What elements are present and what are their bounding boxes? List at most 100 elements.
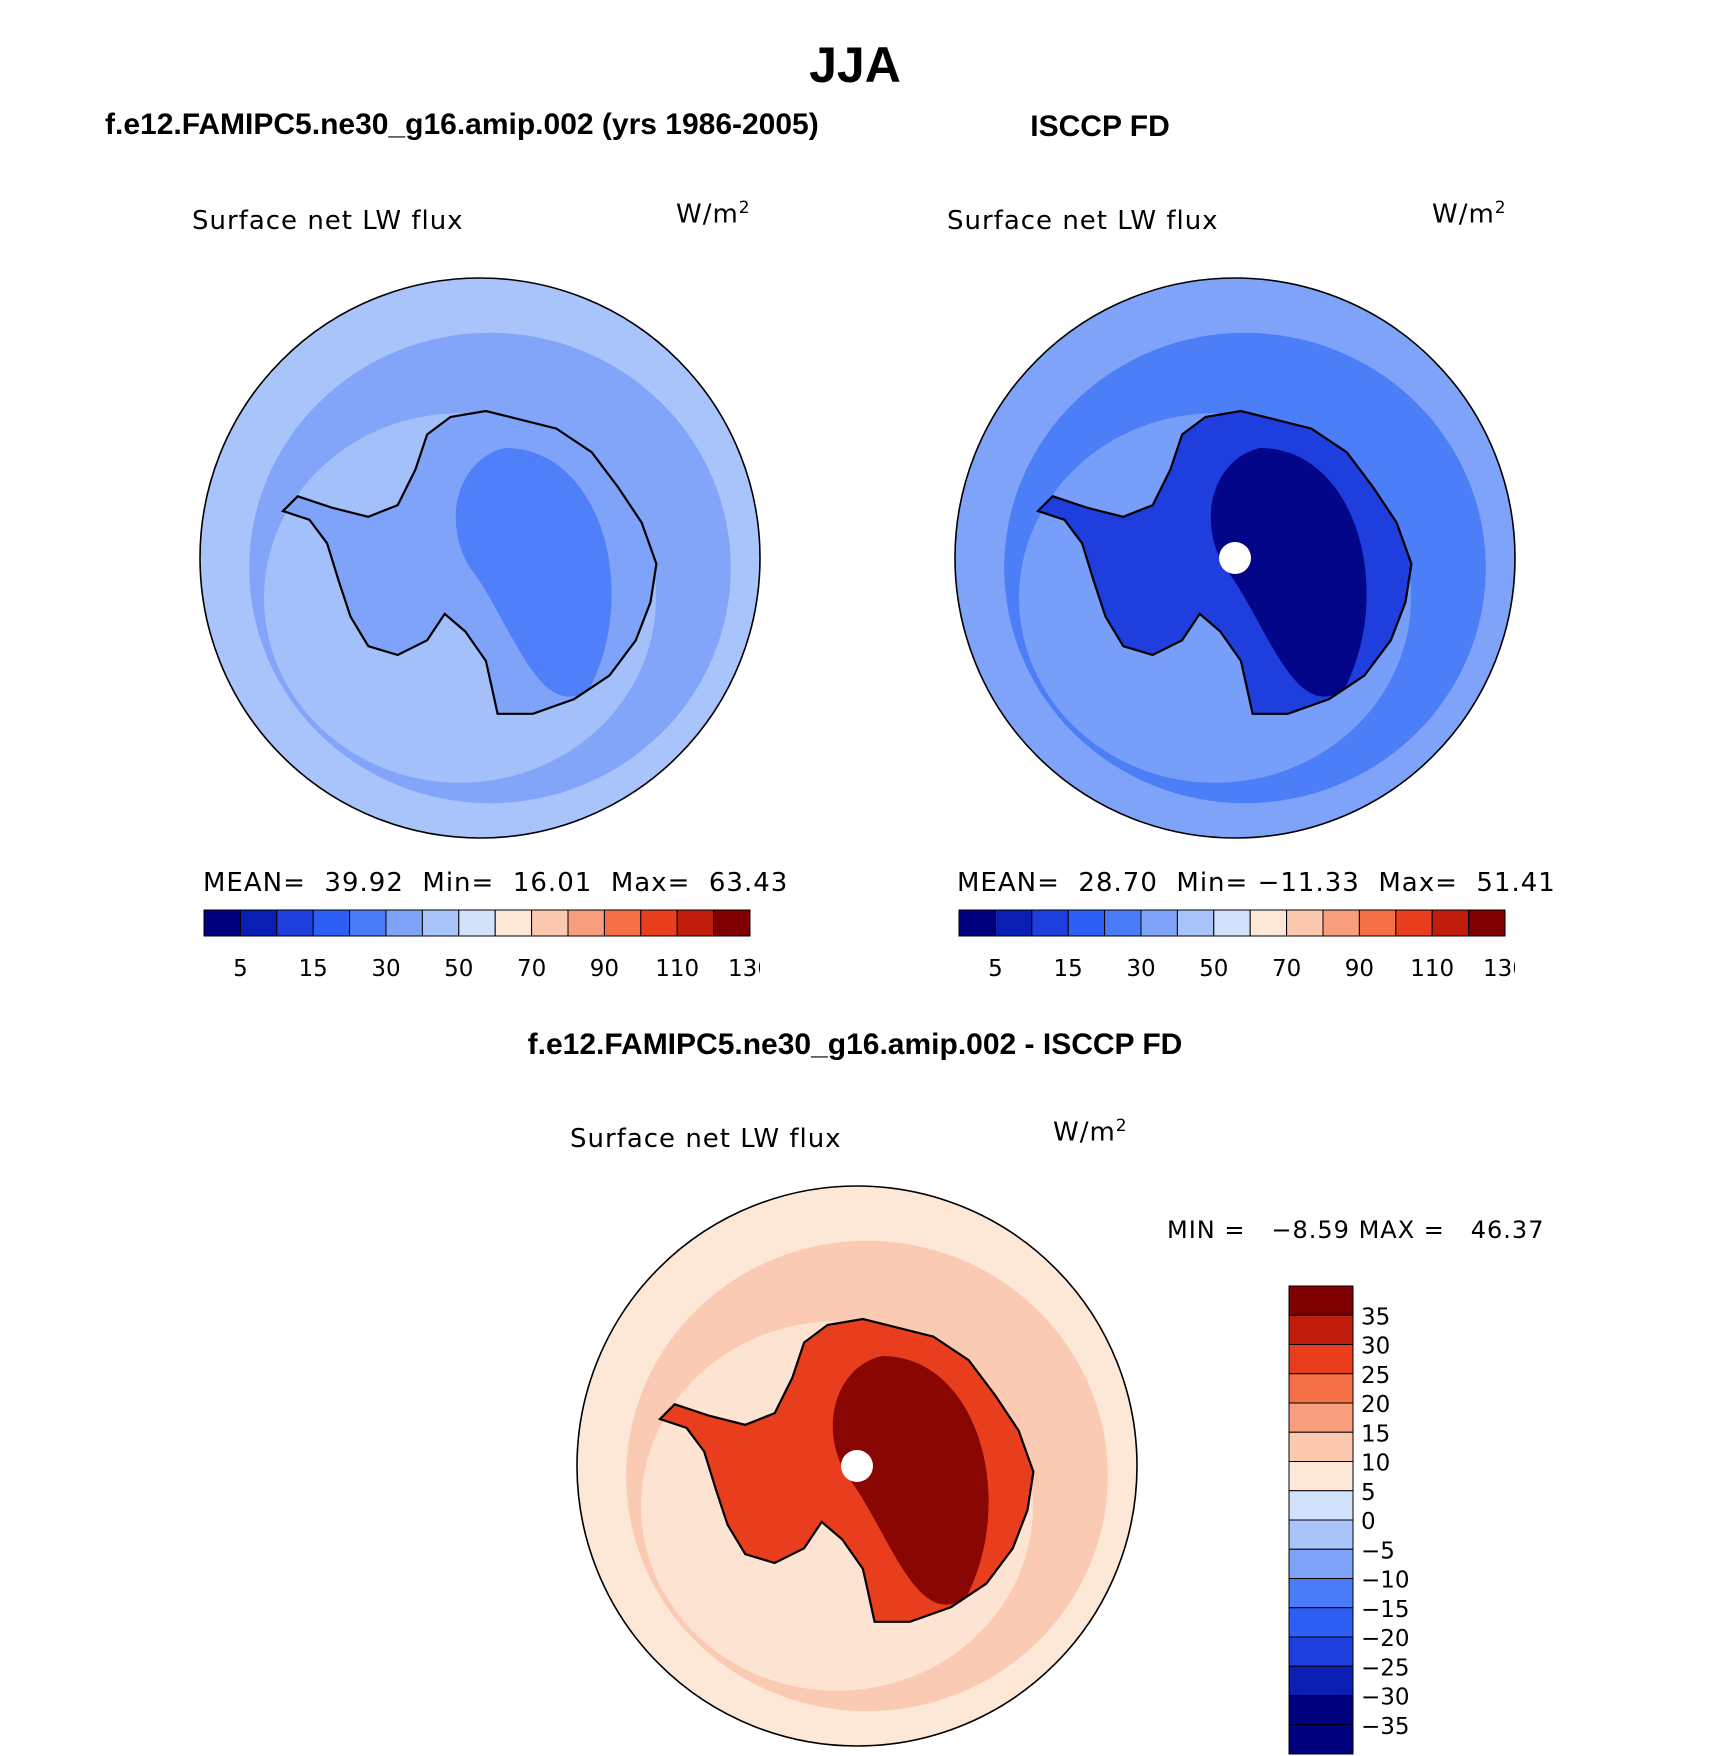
panel1-units: W/m2 bbox=[676, 198, 751, 230]
colorbar-swatch bbox=[1288, 1578, 1354, 1609]
colorbar-tick-label: 5 bbox=[1361, 1480, 1376, 1506]
colorbar-swatch bbox=[1288, 1607, 1354, 1638]
panel3-stats: MIN = −8.59 MAX = 46.37 bbox=[1167, 1216, 1544, 1244]
panel3-header: f.e12.FAMIPC5.ne30_g16.amip.002 - ISCCP … bbox=[527, 1028, 1183, 1061]
colorbar-swatch bbox=[1288, 1695, 1354, 1726]
panel1-colorbar: 5 15 30 50 70 90 110 130 bbox=[203, 909, 760, 982]
colorbar-tick-label: 130 bbox=[1483, 956, 1515, 982]
panel2-units: W/m2 bbox=[1432, 198, 1507, 230]
colorbar-swatch bbox=[1288, 1548, 1354, 1579]
map-field-core bbox=[1210, 448, 1367, 697]
colorbar-swatch bbox=[1468, 909, 1506, 937]
panel1-variable-label: Surface net LW flux bbox=[192, 206, 464, 236]
colorbar-swatch bbox=[1249, 909, 1288, 937]
panel2-header: ISCCP FD bbox=[1030, 110, 1170, 143]
panel1-map bbox=[199, 277, 761, 839]
panel1-min-label: Min= bbox=[422, 868, 495, 898]
colorbar-tick-label: 15 bbox=[1054, 956, 1083, 982]
colorbar-swatch bbox=[1104, 909, 1142, 937]
colorbar-tick-label: 25 bbox=[1361, 1363, 1390, 1389]
colorbar-swatch bbox=[1140, 909, 1178, 937]
colorbar-swatch bbox=[276, 909, 314, 937]
colorbar-tick-label: 30 bbox=[1126, 956, 1155, 982]
panel3-map bbox=[576, 1185, 1138, 1747]
panel1-mean-label: MEAN= bbox=[203, 868, 306, 898]
colorbar-swatch bbox=[531, 909, 569, 937]
coastline bbox=[280, 409, 658, 715]
colorbar-tick-label: 15 bbox=[299, 956, 328, 982]
colorbar-swatch bbox=[1288, 1636, 1354, 1667]
coastline bbox=[1035, 409, 1413, 715]
colorbar-swatch bbox=[1067, 909, 1106, 937]
colorbar-swatch bbox=[1288, 1490, 1354, 1521]
colorbar-swatch bbox=[603, 909, 642, 937]
colorbar-tick-label: 20 bbox=[1361, 1392, 1390, 1418]
colorbar-tick-label: 0 bbox=[1361, 1509, 1376, 1535]
colorbar-swatch bbox=[567, 909, 605, 937]
panel2-min-value: −11.33 bbox=[1257, 868, 1360, 898]
map-border bbox=[199, 277, 761, 839]
colorbar-swatch bbox=[1288, 1665, 1354, 1696]
colorbar-swatch bbox=[1288, 1344, 1354, 1375]
colorbar-swatch bbox=[1031, 909, 1069, 937]
colorbar-swatch bbox=[421, 909, 460, 937]
colorbar-tick-label: 10 bbox=[1361, 1451, 1390, 1477]
colorbar-tick-label: 5 bbox=[233, 956, 248, 982]
colorbar-swatch bbox=[1358, 909, 1397, 937]
panel3-colorbar: 35 30 25 20 15 10 5 0 −5 −10 −15 −20 −25 −30 −35 bbox=[1288, 1285, 1410, 1755]
colorbar-swatch bbox=[1288, 1519, 1354, 1550]
colorbar-swatch bbox=[1288, 1724, 1354, 1755]
colorbar-swatch bbox=[676, 909, 715, 937]
colorbar-tick-label: 50 bbox=[1199, 956, 1228, 982]
panel1-stats: MEAN= 39.92 Min= 16.01 Max= 63.43 bbox=[203, 868, 788, 898]
panel2-mean-value: 28.70 bbox=[1078, 868, 1158, 898]
panel3-variable-label: Surface net LW flux bbox=[570, 1124, 842, 1154]
colorbar-swatch bbox=[385, 909, 423, 937]
colorbar-swatch bbox=[1288, 1285, 1354, 1316]
colorbar-swatch bbox=[1176, 909, 1215, 937]
coastline bbox=[657, 1317, 1035, 1623]
colorbar-tick-label: 110 bbox=[1410, 956, 1454, 982]
colorbar-swatch bbox=[1288, 1373, 1354, 1404]
colorbar-tick-label: 15 bbox=[1361, 1421, 1390, 1447]
colorbar-tick-label: 110 bbox=[655, 956, 699, 982]
colorbar-swatch bbox=[1322, 909, 1360, 937]
pole-missing-data bbox=[1219, 542, 1251, 574]
colorbar-tick-label: 30 bbox=[371, 956, 400, 982]
colorbar-swatch bbox=[1286, 909, 1324, 937]
panel1-max-label: Max= bbox=[610, 868, 691, 898]
colorbar-swatch bbox=[1288, 1461, 1354, 1492]
colorbar-tick-label: −15 bbox=[1361, 1597, 1410, 1623]
panel3-max-value: 46.37 bbox=[1470, 1216, 1545, 1244]
panel2-stats: MEAN= 28.70 Min= −11.33 Max= 51.41 bbox=[957, 868, 1556, 898]
colorbar-swatch bbox=[994, 909, 1033, 937]
panel2-variable-label: Surface net LW flux bbox=[947, 206, 1219, 236]
colorbar-tick-label: 90 bbox=[1345, 956, 1374, 982]
map-border bbox=[954, 277, 1516, 839]
panel2-max-label: Max= bbox=[1378, 868, 1458, 898]
colorbar-swatch bbox=[203, 909, 241, 937]
figure-title: JJA bbox=[809, 37, 901, 93]
colorbar-swatch bbox=[1395, 909, 1433, 937]
colorbar-tick-label: −5 bbox=[1361, 1538, 1395, 1564]
panel3-min-label: MIN = bbox=[1167, 1216, 1246, 1244]
panel2-min-label: Min= bbox=[1176, 868, 1249, 898]
colorbar-swatch bbox=[1288, 1431, 1354, 1462]
panel2-mean-label: MEAN= bbox=[957, 868, 1060, 898]
panel3-units: W/m2 bbox=[1053, 1116, 1128, 1148]
panel2-max-value: 51.41 bbox=[1476, 868, 1556, 898]
panel2-colorbar: 5 15 30 50 70 90 110 130 bbox=[958, 909, 1515, 982]
map-field-core bbox=[455, 448, 612, 697]
panel1-header: f.e12.FAMIPC5.ne30_g16.amip.002 (yrs 198… bbox=[105, 108, 819, 141]
panel1-mean-value: 39.92 bbox=[324, 868, 404, 898]
colorbar-tick-label: −35 bbox=[1361, 1714, 1410, 1740]
colorbar-tick-label: 70 bbox=[1272, 956, 1301, 982]
map-border bbox=[576, 1185, 1138, 1747]
colorbar-tick-label: 90 bbox=[590, 956, 619, 982]
colorbar-swatch bbox=[713, 909, 751, 937]
colorbar-tick-label: 50 bbox=[444, 956, 473, 982]
panel3-min-value: −8.59 bbox=[1271, 1216, 1350, 1244]
colorbar-swatch bbox=[1213, 909, 1251, 937]
colorbar-tick-label: −10 bbox=[1361, 1568, 1410, 1594]
colorbar-swatch bbox=[239, 909, 278, 937]
